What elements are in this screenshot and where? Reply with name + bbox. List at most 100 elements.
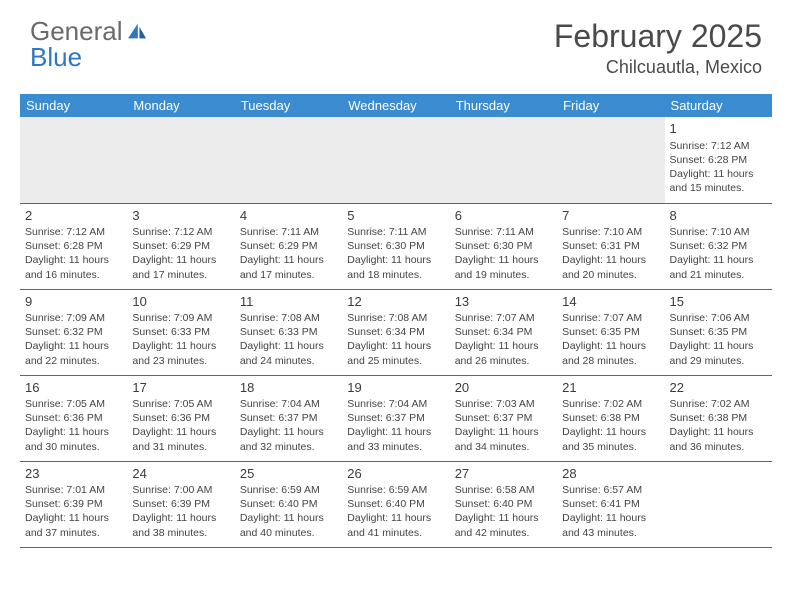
day-number: 2 [25,207,122,225]
daylight-text: Daylight: 11 hours [455,425,552,439]
calendar-table: Sunday Monday Tuesday Wednesday Thursday… [20,94,772,548]
calendar-cell: 19Sunrise: 7:04 AMSunset: 6:37 PMDayligh… [342,375,449,461]
sunrise-text: Sunrise: 7:00 AM [132,483,229,497]
sunrise-text: Sunrise: 6:59 AM [240,483,337,497]
sunset-text: Sunset: 6:37 PM [455,411,552,425]
dayname-tue: Tuesday [235,94,342,117]
daylight-text: Daylight: 11 hours [25,425,122,439]
sunset-text: Sunset: 6:33 PM [240,325,337,339]
sunset-text: Sunset: 6:29 PM [132,239,229,253]
dayname-mon: Monday [127,94,234,117]
sunrise-text: Sunrise: 6:58 AM [455,483,552,497]
calendar-cell [450,117,557,203]
daylight-text: and 23 minutes. [132,354,229,368]
sunset-text: Sunset: 6:38 PM [670,411,767,425]
calendar-cell: 16Sunrise: 7:05 AMSunset: 6:36 PMDayligh… [20,375,127,461]
day-number: 1 [670,120,767,138]
daylight-text: and 37 minutes. [25,526,122,540]
month-title: February 2025 [554,18,762,55]
calendar-cell: 8Sunrise: 7:10 AMSunset: 6:32 PMDaylight… [665,203,772,289]
dayname-wed: Wednesday [342,94,449,117]
day-number: 28 [562,465,659,483]
sunrise-text: Sunrise: 7:01 AM [25,483,122,497]
daylight-text: Daylight: 11 hours [25,511,122,525]
daylight-text: Daylight: 11 hours [132,339,229,353]
sunset-text: Sunset: 6:34 PM [455,325,552,339]
daylight-text: and 42 minutes. [455,526,552,540]
day-number: 24 [132,465,229,483]
daylight-text: and 36 minutes. [670,440,767,454]
day-number: 25 [240,465,337,483]
sunset-text: Sunset: 6:37 PM [240,411,337,425]
calendar-cell: 27Sunrise: 6:58 AMSunset: 6:40 PMDayligh… [450,461,557,547]
daylight-text: and 17 minutes. [240,268,337,282]
day-number: 16 [25,379,122,397]
sunset-text: Sunset: 6:28 PM [25,239,122,253]
calendar-cell [557,117,664,203]
sunset-text: Sunset: 6:38 PM [562,411,659,425]
day-number: 19 [347,379,444,397]
daylight-text: Daylight: 11 hours [132,253,229,267]
daylight-text: Daylight: 11 hours [240,339,337,353]
calendar-cell: 3Sunrise: 7:12 AMSunset: 6:29 PMDaylight… [127,203,234,289]
dayname-sat: Saturday [665,94,772,117]
sunrise-text: Sunrise: 7:09 AM [132,311,229,325]
daylight-text: Daylight: 11 hours [347,339,444,353]
sunset-text: Sunset: 6:40 PM [347,497,444,511]
sunrise-text: Sunrise: 6:59 AM [347,483,444,497]
calendar-cell: 17Sunrise: 7:05 AMSunset: 6:36 PMDayligh… [127,375,234,461]
daylight-text: Daylight: 11 hours [347,511,444,525]
sunrise-text: Sunrise: 7:07 AM [562,311,659,325]
calendar-cell [20,117,127,203]
calendar-cell [665,461,772,547]
day-number: 15 [670,293,767,311]
sunset-text: Sunset: 6:32 PM [670,239,767,253]
daylight-text: and 33 minutes. [347,440,444,454]
day-number: 17 [132,379,229,397]
calendar-cell: 21Sunrise: 7:02 AMSunset: 6:38 PMDayligh… [557,375,664,461]
daylight-text: and 21 minutes. [670,268,767,282]
calendar-row: 2Sunrise: 7:12 AMSunset: 6:28 PMDaylight… [20,203,772,289]
day-number: 27 [455,465,552,483]
daylight-text: Daylight: 11 hours [670,253,767,267]
day-number: 7 [562,207,659,225]
calendar-row: 9Sunrise: 7:09 AMSunset: 6:32 PMDaylight… [20,289,772,375]
day-number: 12 [347,293,444,311]
sunrise-text: Sunrise: 7:12 AM [132,225,229,239]
sunrise-text: Sunrise: 7:02 AM [562,397,659,411]
day-number: 5 [347,207,444,225]
daylight-text: Daylight: 11 hours [25,339,122,353]
sunset-text: Sunset: 6:35 PM [562,325,659,339]
dayname-sun: Sunday [20,94,127,117]
daylight-text: Daylight: 11 hours [25,253,122,267]
calendar-row: 23Sunrise: 7:01 AMSunset: 6:39 PMDayligh… [20,461,772,547]
daylight-text: Daylight: 11 hours [347,253,444,267]
daylight-text: Daylight: 11 hours [240,511,337,525]
daylight-text: and 38 minutes. [132,526,229,540]
daylight-text: and 24 minutes. [240,354,337,368]
daylight-text: and 16 minutes. [25,268,122,282]
sunset-text: Sunset: 6:31 PM [562,239,659,253]
day-number: 8 [670,207,767,225]
daylight-text: Daylight: 11 hours [455,253,552,267]
day-number: 18 [240,379,337,397]
calendar-cell: 25Sunrise: 6:59 AMSunset: 6:40 PMDayligh… [235,461,342,547]
calendar-cell: 22Sunrise: 7:02 AMSunset: 6:38 PMDayligh… [665,375,772,461]
daylight-text: Daylight: 11 hours [562,511,659,525]
sunrise-text: Sunrise: 7:06 AM [670,311,767,325]
day-number: 26 [347,465,444,483]
calendar-cell: 14Sunrise: 7:07 AMSunset: 6:35 PMDayligh… [557,289,664,375]
sunrise-text: Sunrise: 7:09 AM [25,311,122,325]
location-label: Chilcuautla, Mexico [554,57,762,78]
sunset-text: Sunset: 6:39 PM [132,497,229,511]
calendar-row: 16Sunrise: 7:05 AMSunset: 6:36 PMDayligh… [20,375,772,461]
sunrise-text: Sunrise: 7:08 AM [240,311,337,325]
sunset-text: Sunset: 6:40 PM [455,497,552,511]
calendar-cell: 11Sunrise: 7:08 AMSunset: 6:33 PMDayligh… [235,289,342,375]
daylight-text: and 25 minutes. [347,354,444,368]
sunset-text: Sunset: 6:36 PM [25,411,122,425]
sunset-text: Sunset: 6:41 PM [562,497,659,511]
sunset-text: Sunset: 6:30 PM [347,239,444,253]
sunrise-text: Sunrise: 7:03 AM [455,397,552,411]
day-number: 9 [25,293,122,311]
